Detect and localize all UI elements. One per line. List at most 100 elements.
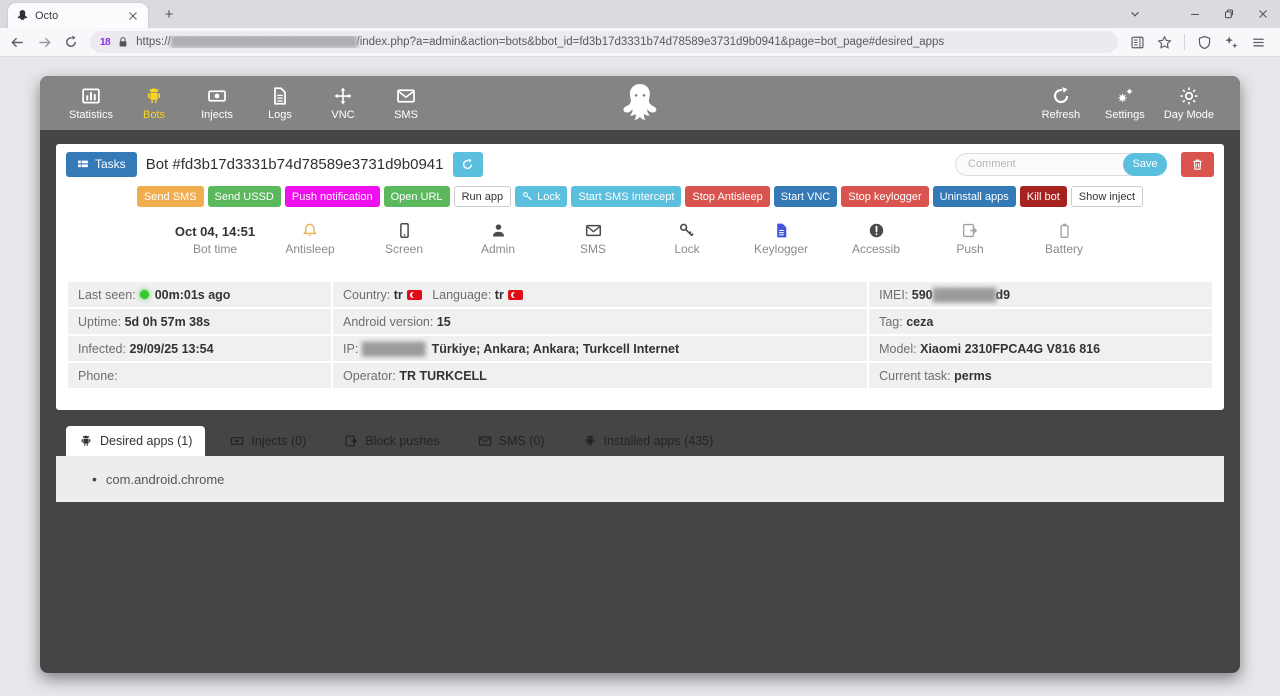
show-inject-button[interactable]: Show inject: [1070, 186, 1144, 207]
gears-icon: [1115, 86, 1135, 106]
ip-masked: ████████: [361, 341, 426, 356]
nav-item-statistics[interactable]: Statistics: [66, 86, 116, 121]
tasks-grid-icon: [77, 158, 89, 170]
bot-status-row: Oct 04, 14:51 Bot time Antisleep Screen …: [56, 218, 1224, 258]
new-tab-button[interactable]: +: [164, 6, 174, 23]
nav-item-sms[interactable]: SMS: [381, 86, 431, 121]
info-cell-country-language: Country: tr Language: tr: [333, 282, 868, 307]
desired-apps-pane: com.android.chrome: [56, 456, 1224, 502]
octo-panel: Statistics Bots Injects Logs VNC: [40, 76, 1240, 673]
android-bot-icon: [583, 434, 597, 448]
status-push: Push: [956, 218, 984, 256]
status-accessib: Accessib: [852, 218, 900, 256]
site-info-lock-icon[interactable]: [117, 36, 129, 48]
tab-block-pushes[interactable]: Block pushes: [331, 426, 452, 456]
status-bot-time: Oct 04, 14:51 Bot time: [174, 224, 256, 256]
document-icon: [270, 86, 290, 106]
smartphone-icon: [396, 222, 413, 239]
kill-bot-button[interactable]: Kill bot: [1019, 186, 1067, 207]
uninstall-apps-button[interactable]: Uninstall apps: [932, 186, 1016, 207]
table-row: Uptime: 5d 0h 57m 38s Android version: 1…: [68, 309, 1212, 334]
bot-refresh-button[interactable]: [452, 151, 483, 177]
favorite-star-icon[interactable]: [1157, 35, 1172, 50]
info-cell-imei: IMEI: 590████████d9: [869, 282, 1212, 307]
panel-navbar: Statistics Bots Injects Logs VNC: [40, 76, 1240, 130]
window-minimize-button[interactable]: [1178, 0, 1212, 28]
nav-item-day-mode[interactable]: Day Mode: [1164, 86, 1214, 121]
browser-menu-icon[interactable]: [1251, 35, 1266, 50]
stop-antisleep-button[interactable]: Stop Antisleep: [685, 186, 770, 207]
tab-desired-apps[interactable]: Desired apps (1): [66, 426, 206, 456]
nav-item-injects[interactable]: Injects: [192, 86, 242, 121]
bot-info-table: Last seen: 00m:01s ago Country: tr Langua…: [66, 280, 1214, 390]
comment-group: Save: [955, 152, 1167, 176]
send-sms-button[interactable]: Send SMS: [136, 186, 204, 207]
toolbar-divider: [1184, 34, 1185, 50]
tab-list-chevron-icon[interactable]: [1118, 0, 1152, 28]
banknote-icon: [207, 86, 227, 106]
bot-time-value: Oct 04, 14:51: [174, 224, 256, 239]
extension-badge[interactable]: 18: [100, 36, 111, 48]
browser-toolbar: 18 https://██████████████████████████/in…: [0, 28, 1280, 57]
back-icon[interactable]: [10, 35, 25, 50]
start-sms-intercept-button[interactable]: Start SMS Intercept: [571, 186, 682, 207]
tab-installed-apps[interactable]: Installed apps (435): [570, 426, 727, 456]
window-restore-button[interactable]: [1212, 0, 1246, 28]
forward-icon[interactable]: [37, 35, 52, 50]
sun-icon: [1179, 86, 1199, 106]
browser-titlebar: Octo +: [0, 0, 1280, 28]
envelope-icon: [584, 222, 601, 239]
bot-actions: Send SMS Send USSD Push notification Ope…: [56, 186, 1224, 207]
table-row: Last seen: 00m:01s ago Country: tr Langua…: [68, 282, 1212, 307]
exclamation-circle-icon: [868, 222, 885, 239]
start-vnc-button[interactable]: Start VNC: [773, 186, 838, 207]
octopus-favicon: [16, 9, 29, 22]
browser-tab[interactable]: Octo: [8, 3, 148, 28]
bot-card: Tasks Bot #fd3b17d3331b74d78589e3731d9b0…: [56, 144, 1224, 410]
info-cell-operator: Operator: TR TURKCELL: [333, 363, 868, 388]
refresh-icon: [461, 158, 474, 171]
info-cell-model: Model: Xiaomi 2310FPCA4G V816 816: [869, 336, 1212, 361]
android-bot-icon: [79, 434, 93, 448]
reload-icon[interactable]: [64, 35, 78, 49]
envelope-icon: [478, 434, 492, 448]
tab-injects[interactable]: Injects (0): [217, 426, 319, 456]
sparkle-icon[interactable]: [1224, 35, 1239, 50]
run-app-button[interactable]: Run app: [453, 186, 512, 207]
address-bar[interactable]: 18 https://██████████████████████████/in…: [90, 31, 1118, 53]
push-notification-button[interactable]: Push notification: [284, 186, 380, 207]
sidebar-icon[interactable]: [1130, 35, 1145, 50]
nav-item-bots[interactable]: Bots: [129, 86, 179, 121]
key-icon: [522, 191, 533, 202]
nav-item-vnc[interactable]: VNC: [318, 86, 368, 121]
nav-item-settings[interactable]: Settings: [1100, 86, 1150, 121]
stop-keylogger-button[interactable]: Stop keylogger: [841, 186, 929, 207]
info-cell-tag: Tag: ceza: [869, 309, 1212, 334]
send-ussd-button[interactable]: Send USSD: [207, 186, 281, 207]
bell-icon: [302, 222, 319, 239]
nav-item-logs[interactable]: Logs: [255, 86, 305, 121]
status-keylogger: Keylogger: [754, 218, 808, 256]
android-bot-icon: [144, 86, 164, 106]
info-cell-phone: Phone:: [68, 363, 332, 388]
save-button[interactable]: Save: [1123, 152, 1167, 176]
browser-tab-title: Octo: [35, 9, 59, 22]
push-icon: [961, 222, 978, 239]
octopus-logo: [617, 80, 663, 131]
nav-item-refresh[interactable]: Refresh: [1036, 86, 1086, 121]
comment-input[interactable]: [955, 152, 1167, 176]
push-icon: [344, 434, 358, 448]
lock-button[interactable]: Lock: [515, 186, 568, 207]
window-close-button[interactable]: [1246, 0, 1280, 28]
tab-close-icon[interactable]: [126, 9, 140, 23]
tab-sms[interactable]: SMS (0): [465, 426, 558, 456]
status-antisleep: Antisleep: [285, 218, 335, 256]
open-url-button[interactable]: Open URL: [383, 186, 450, 207]
table-row: Infected: 29/09/25 13:54 IP: ████████ Tü…: [68, 336, 1212, 361]
envelope-icon: [396, 86, 416, 106]
delete-bot-button[interactable]: [1181, 151, 1214, 177]
trash-icon: [1191, 158, 1204, 171]
url-text: https://██████████████████████████/index…: [136, 36, 945, 48]
tasks-button[interactable]: Tasks: [66, 151, 137, 177]
shield-icon[interactable]: [1197, 35, 1212, 50]
